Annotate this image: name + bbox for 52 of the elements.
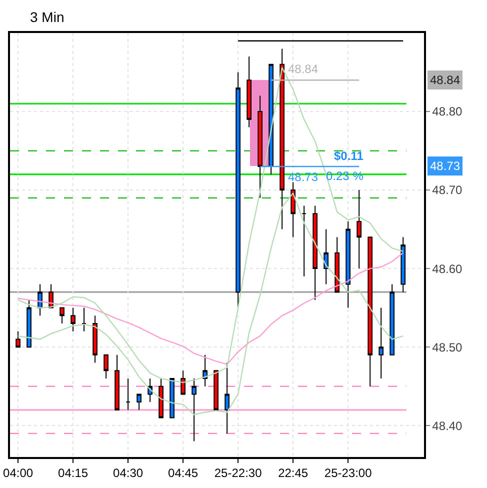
candlestick — [378, 307, 384, 379]
candlestick — [136, 394, 142, 410]
candlestick — [258, 95, 262, 198]
candlestick — [302, 205, 307, 277]
text: 48.73 — [430, 159, 460, 173]
candlestick — [346, 220, 351, 308]
candlestick — [26, 299, 32, 348]
x-tick-label: 04:00 — [3, 466, 34, 480]
y-tick-label: 48.50 — [432, 340, 463, 354]
candlestick — [400, 236, 406, 293]
line-series — [17, 66, 404, 384]
candlestick — [280, 48, 284, 230]
y-tick-label: 48.70 — [432, 183, 463, 198]
line-series — [17, 192, 404, 416]
candlestick — [192, 378, 196, 442]
candlestick — [70, 307, 76, 332]
line-series — [17, 252, 404, 365]
candlestick — [104, 354, 108, 379]
candlestick — [224, 362, 230, 434]
candlestick — [82, 307, 86, 332]
candlestick — [158, 378, 164, 418]
candlestick — [60, 307, 64, 324]
candlestick — [16, 330, 20, 348]
candlestick — [290, 182, 296, 238]
candlestick — [180, 370, 186, 395]
y-tick-label: 48.40 — [432, 418, 463, 433]
candlestick — [214, 370, 218, 410]
candlestick — [246, 56, 252, 128]
annotation: $0.11 — [334, 149, 364, 163]
x-tick-label: 25-22:30 — [214, 466, 262, 480]
candlestick — [268, 64, 274, 175]
candlestick — [324, 228, 329, 285]
candlestick — [92, 315, 98, 364]
candlestick — [114, 354, 120, 410]
text: 48.84 — [430, 73, 460, 87]
x-tick-label: 22:45 — [278, 466, 308, 480]
candlestick — [126, 378, 130, 410]
chart-title: 3 Min — [30, 8, 64, 25]
x-tick-label: 04:15 — [58, 466, 88, 480]
candlestick — [312, 205, 318, 300]
y-tick-label: 48.80 — [432, 104, 463, 119]
candlestick — [334, 236, 340, 293]
candlestick — [170, 378, 174, 418]
candlestick — [356, 190, 362, 270]
series-label: 48.84 — [288, 62, 318, 76]
y-tick-label: 48.60 — [432, 262, 463, 276]
x-tick-label: 04:45 — [168, 466, 198, 480]
candlestick — [202, 354, 208, 387]
candlestick — [368, 236, 373, 387]
x-tick-label: 25-23:00 — [324, 466, 372, 480]
candlestick — [390, 284, 395, 356]
x-tick-label: 04:30 — [113, 466, 144, 480]
